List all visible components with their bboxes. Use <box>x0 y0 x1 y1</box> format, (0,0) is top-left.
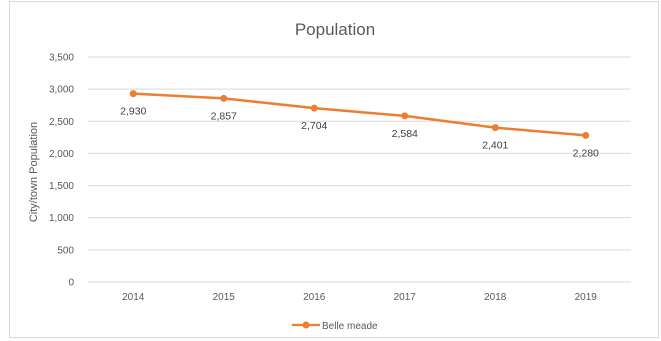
x-axis-ticks: 2014 2015 2016 2017 2018 2019 <box>122 292 597 303</box>
y-tick-label: 2,500 <box>49 117 74 128</box>
data-point <box>492 124 499 131</box>
y-axis-title: City/town Population <box>28 122 40 222</box>
series-belle-meade <box>130 90 590 139</box>
gridlines <box>88 57 631 282</box>
data-label: 2,930 <box>120 106 146 118</box>
series-line <box>133 94 586 136</box>
data-labels: 2,930 2,857 2,704 2,584 2,401 2,280 <box>120 106 599 160</box>
x-tick-label: 2016 <box>303 292 326 303</box>
y-tick-label: 1,000 <box>49 213 74 224</box>
y-tick-label: 3,500 <box>49 53 74 64</box>
x-tick-label: 2018 <box>484 292 507 303</box>
legend-label: Belle meade <box>322 321 378 332</box>
chart-title: Population <box>295 20 375 39</box>
x-tick-label: 2015 <box>213 292 236 303</box>
y-tick-label: 3,000 <box>49 85 74 96</box>
data-point <box>401 112 408 119</box>
data-label: 2,857 <box>211 110 237 122</box>
y-tick-label: 2,000 <box>49 149 74 160</box>
data-label: 2,280 <box>573 147 599 159</box>
x-tick-label: 2014 <box>122 292 145 303</box>
data-label: 2,584 <box>392 128 418 140</box>
y-tick-label: 0 <box>68 278 74 289</box>
y-tick-label: 1,500 <box>49 181 74 192</box>
data-point <box>311 105 318 112</box>
y-axis-ticks: 0 500 1,000 1,500 2,000 2,500 3,000 3,500 <box>49 53 74 289</box>
data-label: 2,704 <box>301 120 327 132</box>
legend: Belle meade <box>292 321 378 332</box>
legend-marker <box>303 322 310 329</box>
data-point <box>130 90 137 97</box>
data-label: 2,401 <box>482 140 508 152</box>
x-tick-label: 2019 <box>575 292 598 303</box>
data-point <box>220 95 227 102</box>
x-tick-label: 2017 <box>394 292 417 303</box>
y-tick-label: 500 <box>57 245 74 256</box>
data-point <box>582 132 589 139</box>
